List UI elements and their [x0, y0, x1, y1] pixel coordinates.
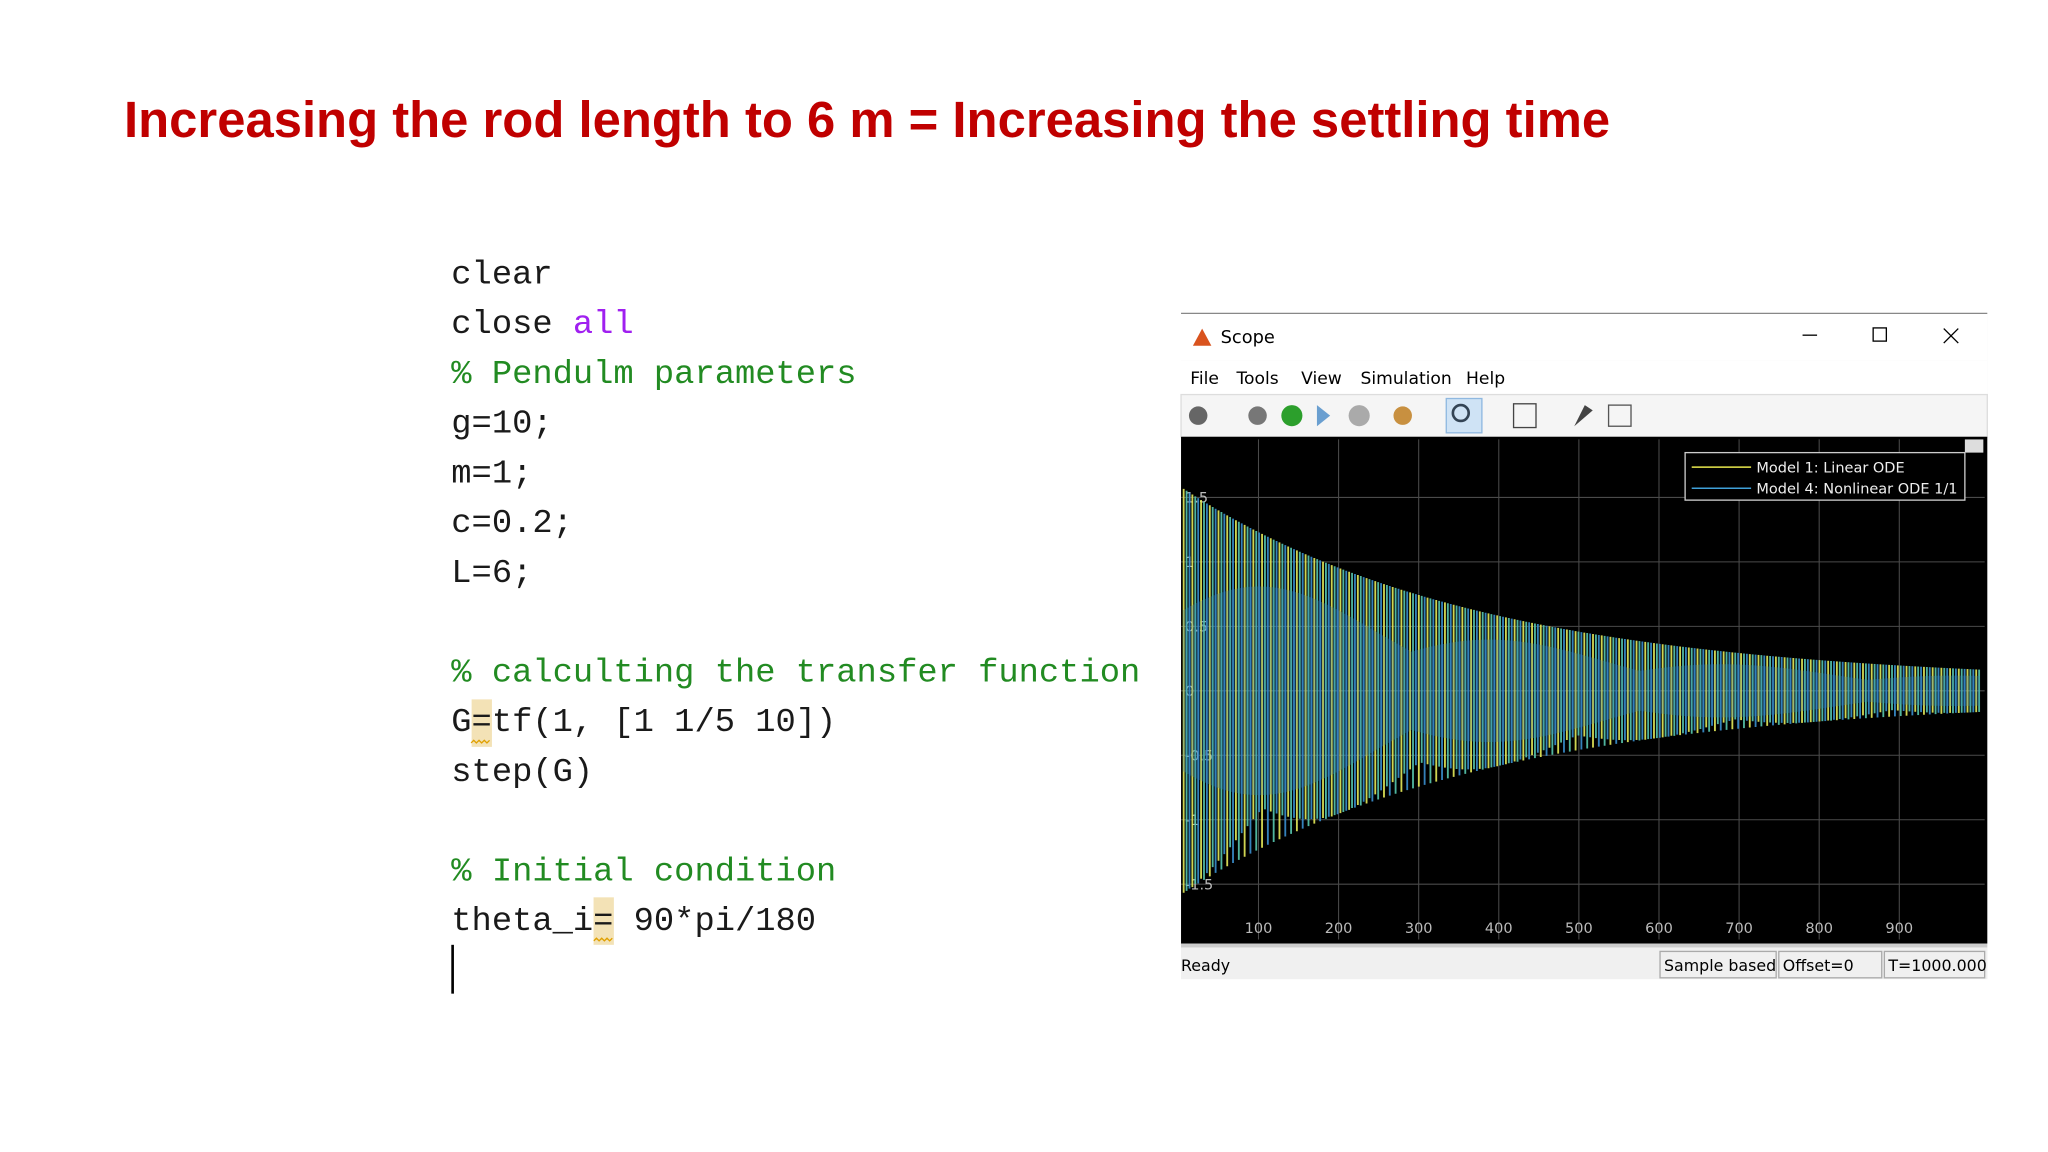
window-title: Scope: [1221, 327, 1275, 348]
maximize-button[interactable]: [1872, 327, 1888, 342]
code-token: G=tf(1, [1 1/5 10]): [451, 704, 836, 742]
x-tick-label: 900: [1885, 921, 1913, 937]
x-tick-label: 500: [1565, 921, 1593, 937]
code-token: close: [451, 306, 573, 344]
squiggle: [593, 937, 613, 942]
code-line: c=0.2;: [451, 505, 573, 543]
code-line: m=1;: [451, 455, 532, 493]
status-field-text: Offset=0: [1783, 956, 1854, 975]
zoom-button[interactable]: [1445, 397, 1483, 434]
separator: [1181, 943, 1988, 948]
menu-item[interactable]: File: [1190, 369, 1219, 389]
step-back-icon[interactable]: [1248, 406, 1267, 425]
x-tick-label: 700: [1725, 921, 1753, 937]
x-tick-label: 100: [1245, 921, 1273, 937]
code-line: G=tf(1, [1 1/5 10]): [451, 704, 836, 742]
code-line: % calculting the transfer function: [451, 654, 1140, 692]
menu-item[interactable]: Help: [1466, 369, 1505, 389]
settings-icon[interactable]: [1188, 406, 1208, 425]
close-button[interactable]: [1943, 328, 1959, 344]
legend-box: [1684, 451, 1966, 501]
status-field-text: T=1000.000: [1887, 956, 1986, 975]
x-tick-label: 400: [1485, 921, 1513, 937]
code-line: close all: [451, 306, 633, 344]
y-tick-label: 0.5: [1185, 620, 1208, 636]
code-token: c=0.2;: [451, 505, 573, 543]
x-tick-label: 300: [1405, 921, 1433, 937]
menu-item[interactable]: Tools: [1235, 369, 1278, 389]
legend-label: Model 4: Nonlinear ODE 1/1: [1756, 482, 1957, 498]
status-bar: [1181, 947, 1988, 980]
code-token: % Initial condition: [451, 853, 836, 891]
legend-label: Model 1: Linear ODE: [1756, 460, 1904, 476]
code-line: step(G): [451, 754, 593, 792]
step-forward-icon[interactable]: [1316, 405, 1331, 427]
slide-title: Increasing the rod length to 6 m = Incre…: [124, 91, 1610, 148]
code-token: g=10;: [451, 406, 552, 444]
y-tick-label: 1.5: [1185, 491, 1208, 507]
highlight: [471, 699, 492, 747]
x-tick-label: 200: [1325, 921, 1353, 937]
x-tick-label: 600: [1645, 921, 1673, 937]
status-field: [1659, 950, 1777, 979]
code-editor: clear close all % Pendulm parameters g=10; m…: [451, 256, 1140, 941]
code-line: clear: [451, 256, 552, 294]
code-token: all: [573, 306, 634, 344]
menu-item[interactable]: Simulation: [1360, 369, 1451, 389]
status-field-text: Sample based: [1664, 956, 1776, 975]
undock-button[interactable]: [1964, 439, 1984, 453]
status-field: [1883, 950, 1986, 979]
code-token: L=6;: [451, 555, 532, 593]
code-token: theta_i= 90*pi/180: [451, 903, 816, 941]
code-token: % calculting the transfer function: [451, 654, 1140, 692]
code-token: m=1;: [451, 455, 532, 493]
code-line: L=6;: [451, 555, 532, 593]
code-token: % Pendulm parameters: [451, 356, 856, 394]
scope-window: Scope File Tools View Simulation Help Ready Sa…: [1180, 312, 1988, 980]
menu-item[interactable]: View: [1301, 369, 1342, 389]
app-icon: [1192, 328, 1212, 346]
stop-icon[interactable]: [1348, 405, 1370, 427]
measure-icon[interactable]: [1607, 404, 1632, 427]
menu-bar: [1181, 360, 1988, 395]
code-line: % Pendulm parameters: [451, 356, 856, 394]
code-line: % Initial condition: [451, 853, 836, 891]
run-icon[interactable]: [1281, 405, 1303, 427]
x-tick-label: 800: [1805, 921, 1833, 937]
cursor-icon[interactable]: [1574, 405, 1593, 427]
status-field: [1778, 950, 1883, 979]
fit-icon[interactable]: [1512, 403, 1537, 429]
waveform: [1182, 488, 1981, 893]
code-line: g=10;: [451, 406, 552, 444]
squiggle: [470, 739, 491, 744]
code-token: step(G): [451, 754, 593, 792]
status-text: Ready: [1181, 956, 1230, 975]
code-line: theta_i= 90*pi/180: [451, 903, 816, 941]
highlight: [593, 897, 614, 945]
title-bar: [1181, 312, 1988, 361]
code-token: clear: [451, 256, 552, 294]
highlight-icon[interactable]: [1393, 406, 1412, 425]
zoom-icon: [1451, 403, 1471, 423]
